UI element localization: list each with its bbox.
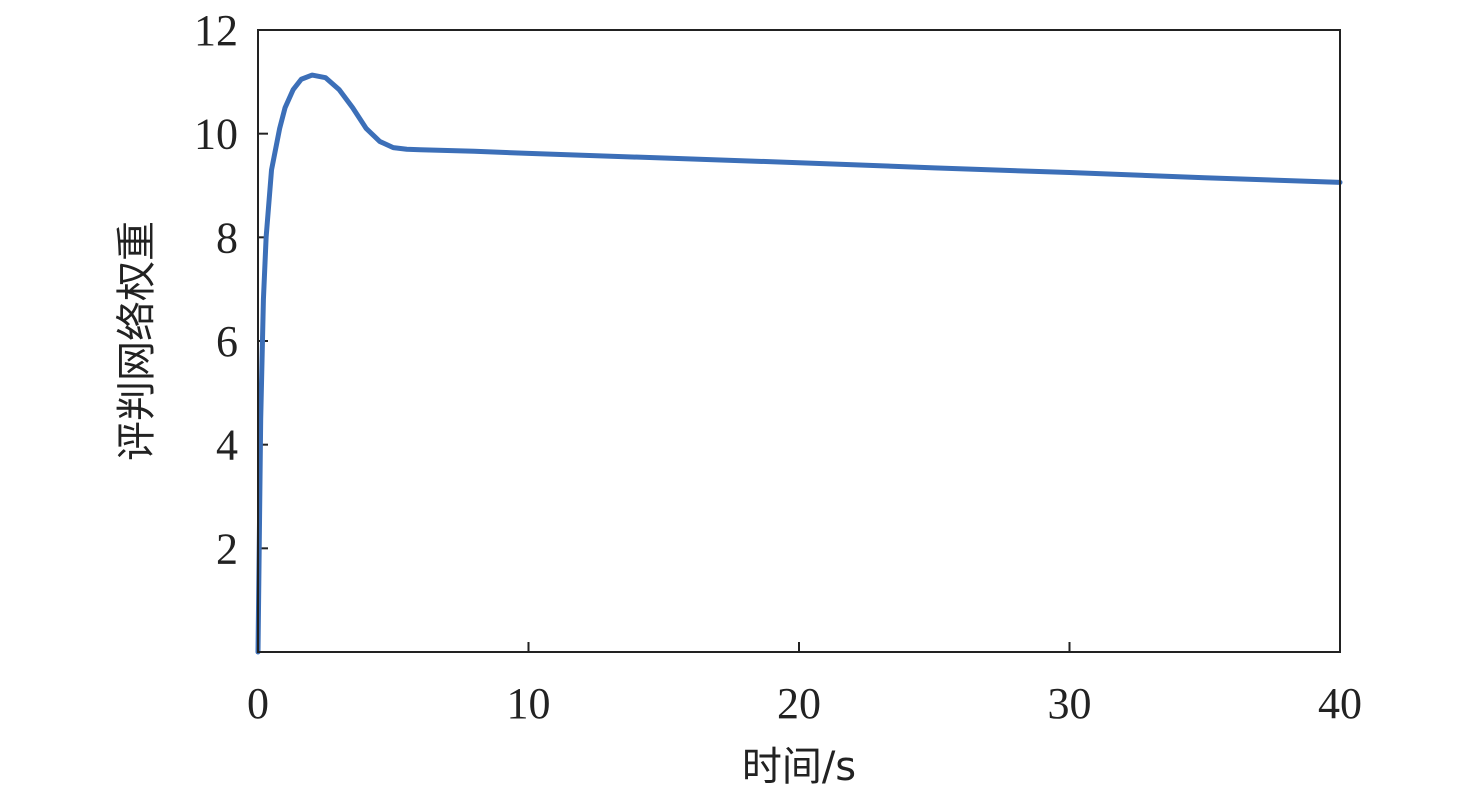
- plot-frame: [257, 29, 1341, 653]
- y-axis-label: 评判网络权重: [114, 221, 160, 461]
- x-tick-label: 20: [777, 679, 821, 728]
- x-tick-label: 30: [1048, 679, 1092, 728]
- y-tick-label: 6: [216, 317, 238, 366]
- y-tick-label: 2: [216, 524, 238, 573]
- ticks-layer: [258, 29, 1341, 652]
- x-tick-label: 0: [247, 679, 269, 728]
- x-axis-label: 时间/s: [742, 744, 856, 790]
- labels-layer: 0 10 20 30 40 2 4 6 8 10 12: [194, 6, 1362, 728]
- x-tick-label: 40: [1318, 679, 1362, 728]
- x-tick-label: 10: [507, 679, 551, 728]
- y-tick-label: 8: [216, 213, 238, 262]
- y-tick-label: 12: [194, 6, 238, 55]
- y-tick-label: 4: [216, 421, 238, 470]
- series-layer: [255, 72, 1343, 655]
- y-tick-label: 10: [194, 110, 238, 159]
- series-line-1: [255, 72, 1343, 655]
